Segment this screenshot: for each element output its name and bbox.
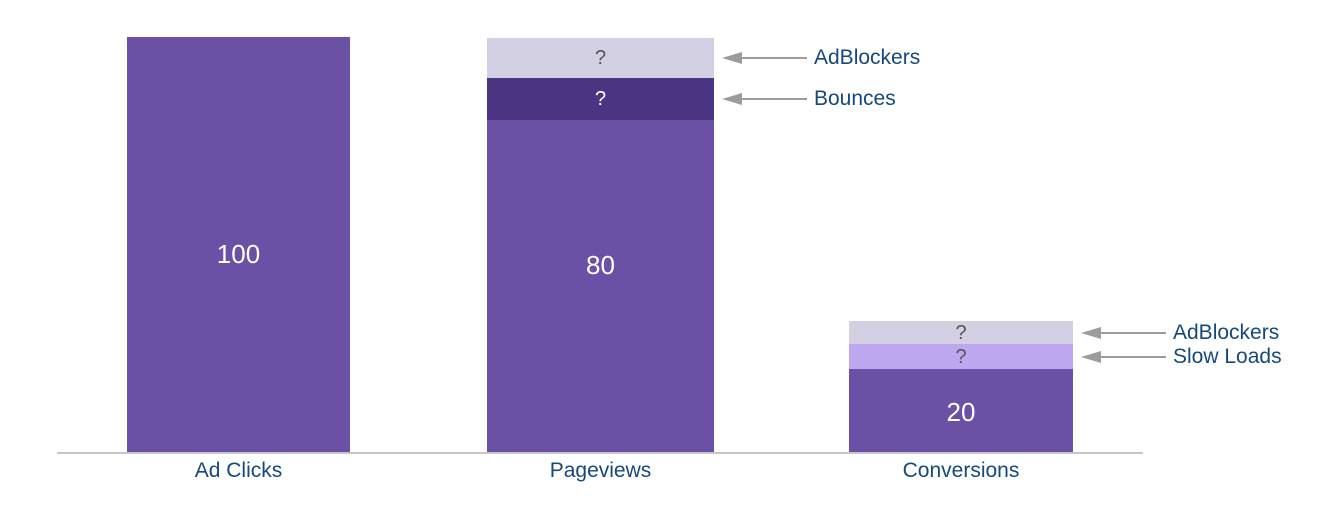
- segment-unknown-label: ?: [955, 345, 967, 368]
- bar-segment-slow-loads: ?: [849, 344, 1073, 369]
- bar-ad-clicks: 100: [127, 37, 350, 452]
- category-label-pageviews: Pageviews: [549, 459, 652, 482]
- bar-segment-ad-clicks-completed: 100: [127, 37, 350, 452]
- arrow-shaft: [1098, 355, 1166, 358]
- bar-segment-adblockers: ?: [487, 38, 714, 78]
- bar-segment-adblockers: ?: [849, 321, 1073, 344]
- arrow-shaft: [1098, 331, 1166, 334]
- annotation-label-bounces: Bounces: [814, 87, 896, 110]
- bar-segment-pageviews-completed: 80: [487, 120, 714, 452]
- left-arrow-icon: [1081, 326, 1101, 339]
- arrow-shaft: [739, 98, 807, 100]
- left-arrow-icon: [722, 93, 742, 105]
- category-label-ad-clicks: Ad Clicks: [194, 459, 283, 482]
- annotation-arrow-bounces: [722, 93, 807, 105]
- x-axis-line: [57, 452, 1143, 454]
- left-arrow-icon: [722, 52, 742, 64]
- annotation-label-adblockers: AdBlockers: [1173, 320, 1280, 344]
- annotation-arrow-adblockers: [722, 52, 807, 64]
- arrow-shaft: [739, 57, 807, 59]
- segment-value-label: 100: [216, 238, 261, 269]
- segment-unknown-label: ?: [955, 321, 967, 344]
- segment-unknown-label: ?: [594, 88, 607, 110]
- bar-segment-conversions-completed: 20: [849, 369, 1073, 452]
- annotation-arrow-adblockers: [1081, 326, 1166, 339]
- annotation-arrow-slow-loads: [1081, 350, 1166, 363]
- bar-segment-bounces: ?: [487, 78, 714, 120]
- annotation-label-slow-loads: Slow Loads: [1173, 344, 1282, 368]
- bar-conversions: ?? 20: [849, 321, 1073, 452]
- left-arrow-icon: [1081, 350, 1101, 363]
- annotation-label-adblockers: AdBlockers: [814, 46, 921, 69]
- segment-value-label: 80: [586, 250, 615, 280]
- segment-unknown-label: ?: [594, 47, 607, 69]
- category-label-conversions: Conversions: [902, 459, 1020, 482]
- bar-pageviews: ?? 80: [487, 38, 714, 452]
- segment-value-label: 20: [946, 396, 976, 427]
